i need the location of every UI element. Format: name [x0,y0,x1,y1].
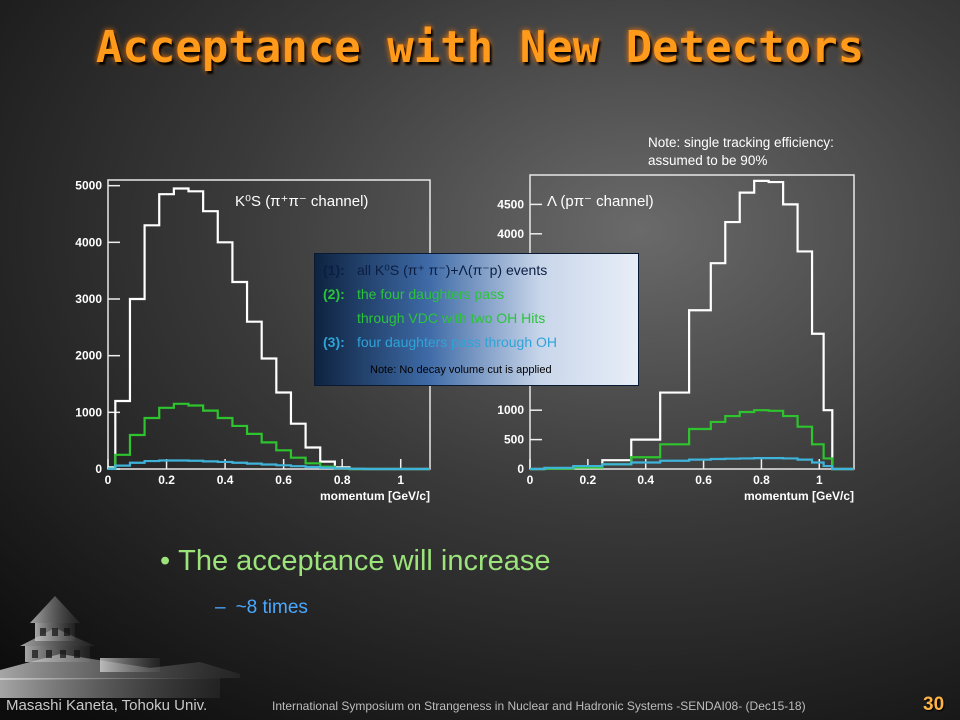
y-tick-label: 3000 [75,292,102,306]
y-tick-label: 5000 [75,179,102,193]
y-tick-label: 4500 [497,197,524,211]
series-line-1 [530,179,854,471]
page-number: 30 [923,694,945,715]
tracking-note-line2: assumed to be 90% [648,153,768,168]
slide-title: Acceptance with New Detectors [95,22,865,73]
legend-num-2: (2): [323,286,345,302]
y-tick-label: 4000 [497,227,524,241]
legend-text-3: four daughters pass through OH [357,334,558,350]
chart-title: K⁰S (π⁺π⁻ channel) [235,193,368,210]
series-line-2 [108,402,430,471]
y-tick-label: 2000 [75,349,102,363]
footer-conference: International Symposium on Strangeness i… [272,699,806,713]
y-tick-label: 1000 [75,405,102,419]
x-tick-label: 1 [816,473,823,487]
sub-bullet-text: ~8 times [235,597,308,618]
legend-text-2b: through VDC with two OH Hits [357,310,546,326]
x-tick-label: 0.6 [695,473,712,487]
footer-author: Masashi Kaneta, Tohoku Univ. [6,697,208,714]
x-tick-label: 0.4 [217,473,234,487]
legend-text-1: all K⁰S (π⁺ π⁻)+Λ(π⁻p) events [357,262,548,278]
x-axis-label: momentum [GeV/c] [320,489,430,503]
x-tick-label: 0 [527,473,534,487]
legend-item-2: (2): the four daughters pass [323,286,504,302]
main-bullet-text: The acceptance will increase [178,545,551,577]
series-line-3 [108,459,430,471]
legend-num-3: (3): [323,334,345,350]
x-tick-label: 1 [397,473,404,487]
legend-note: Note: No decay volume cut is applied [370,364,552,376]
x-tick-label: 0.6 [275,473,292,487]
series-line-3 [530,457,854,471]
legend-box: (1): all K⁰S (π⁺ π⁻)+Λ(π⁻p) events (2): th… [314,253,639,386]
x-tick-label: 0.2 [158,473,175,487]
x-tick-label: 0.8 [753,473,770,487]
x-tick-label: 0.2 [580,473,597,487]
x-tick-label: 0.8 [334,473,351,487]
legend-item-3: (3): four daughters pass through OH [323,334,557,350]
tracking-note-line1: Note: single tracking efficiency: [648,135,834,150]
y-tick-label: 500 [504,433,524,447]
sub-bullet: – ~8 times [215,597,308,618]
x-tick-label: 0.4 [637,473,654,487]
y-tick-label: 0 [95,462,102,476]
legend-item-1: (1): all K⁰S (π⁺ π⁻)+Λ(π⁻p) events [323,262,547,279]
tracking-note: Note: single tracking efficiency: assume… [648,134,834,170]
y-tick-label: 4000 [75,235,102,249]
y-tick-label: 1000 [497,403,524,417]
legend-text-2: the four daughters pass [357,286,505,302]
x-tick-label: 0 [105,473,112,487]
legend-num-1: (1): [323,262,345,278]
x-axis-label: momentum [GeV/c] [744,489,854,503]
main-bullet: • The acceptance will increase [160,545,551,577]
y-tick-label: 0 [517,462,524,476]
legend-item-2b: through VDC with two OH Hits [323,310,545,326]
castle-illustration [0,596,240,698]
chart-title: Λ (pπ⁻ channel) [547,193,654,210]
